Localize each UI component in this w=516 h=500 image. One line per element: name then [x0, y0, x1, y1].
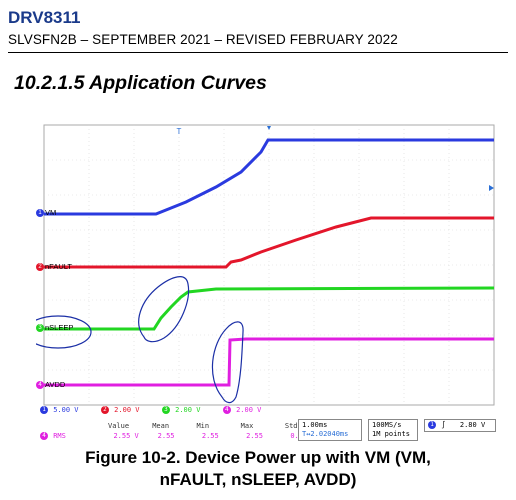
handdrawn-circle-nsleep-edge: [138, 276, 190, 343]
measure-header-value: Value: [108, 422, 130, 430]
figure-caption-line-2: nFAULT, nSLEEP, AVDD): [159, 470, 357, 489]
trace-nsleep: [44, 286, 495, 331]
figure-caption-line-1: Figure 10-2. Device Power up with VM (VM…: [85, 448, 431, 467]
handdrawn-circle-nsleep-label: [36, 315, 92, 349]
scale-ch3-badge: 3: [161, 406, 170, 414]
scale-ch3-value: 2.00 V: [175, 406, 201, 414]
measure-max: 2.55: [246, 432, 263, 440]
scale-ch1-value: 5.00 V: [53, 406, 79, 414]
measure-type: RMS: [53, 432, 66, 440]
scale-ch1-badge: 1: [40, 406, 48, 414]
document-part-number: DRV8311: [8, 8, 81, 27]
vm-channel-label: 1 VM: [36, 208, 57, 218]
channel-scale-row: 1 5.00 V 2 2.00 V 3 2.00 V 4 2.00 V: [40, 406, 261, 414]
avdd-label-text: AVDD: [45, 380, 66, 389]
channel-3-badge: 3: [36, 324, 44, 333]
figure-caption: Figure 10-2. Device Power up with VM (VM…: [0, 447, 516, 491]
measure-min: 2.55: [201, 432, 219, 440]
header-divider: [8, 52, 508, 53]
sample-rate-value: 100MS/s: [372, 421, 402, 429]
document-revision-line: SLVSFN2B – SEPTEMBER 2021 – REVISED FEBR…: [8, 32, 398, 47]
measure-ch-badge: 4: [40, 432, 48, 440]
scope-readout-panel: 1 5.00 V 2 2.00 V 3 2.00 V 4 2.00 V Valu…: [36, 402, 498, 444]
scale-ch4-badge: 4: [222, 406, 231, 414]
measure-header-row: Value Mean Min Max Std Dev: [108, 422, 325, 430]
measure-mean: 2.55: [157, 432, 175, 440]
trigger-time-marker: T: [177, 127, 182, 136]
timebase-value: 1.00ms: [302, 421, 328, 429]
record-length-value: 1M points: [372, 430, 410, 438]
measure-header-mean: Mean: [152, 422, 170, 430]
section-heading: 10.2.1.5 Application Curves: [14, 72, 267, 94]
scope-waveforms: T: [36, 124, 495, 406]
trigger-slope: ∫: [441, 421, 446, 429]
scale-ch4-value: 2.00 V: [236, 406, 262, 414]
scale-ch2-value: 2.00 V: [114, 406, 140, 414]
measure-value: 2.55 V: [113, 432, 139, 440]
trigger-position-value: T↔2.02040ms: [302, 430, 349, 438]
channel-1-badge: 1: [36, 209, 44, 218]
measure-header-min: Min: [196, 422, 210, 430]
nfault-label-text: nFAULT: [45, 262, 72, 271]
oscilloscope-capture: T 1 VM 2 nFAULT 3 nSLEEP 4 AVDD: [36, 122, 498, 445]
channel-2-badge: 2: [36, 263, 44, 272]
measure-header-max: Max: [240, 422, 254, 430]
channel-4-badge: 4: [36, 381, 44, 390]
graticule-grid: [44, 125, 494, 405]
trigger-ch-badge: 1: [428, 421, 436, 429]
sample-rate-box: 100MS/s 1M points: [368, 419, 418, 441]
measure-value-row: 4 RMS 2.55 V 2.55 2.55 2.55 0.00: [40, 432, 330, 440]
handdrawn-circle-avdd-edge: [211, 321, 244, 404]
nsleep-label-text: nSLEEP: [45, 323, 74, 332]
nfault-channel-label: 2 nFAULT: [36, 262, 72, 272]
trigger-level-marker: [489, 185, 494, 191]
timebase-box: 1.00ms T↔2.02040ms: [298, 419, 362, 441]
nsleep-channel-label: 3 nSLEEP: [36, 323, 74, 333]
avdd-channel-label: 4 AVDD: [36, 380, 66, 390]
trigger-box: 1 ∫ 2.80 V: [424, 419, 496, 432]
trace-avdd: [44, 337, 494, 387]
trace-vm: [44, 138, 494, 216]
scale-ch2-badge: 2: [100, 406, 109, 414]
vm-label-text: VM: [45, 208, 57, 217]
trigger-position-marker: [267, 126, 271, 130]
trigger-level: 2.80 V: [459, 421, 486, 429]
trace-nfault: [44, 216, 494, 269]
